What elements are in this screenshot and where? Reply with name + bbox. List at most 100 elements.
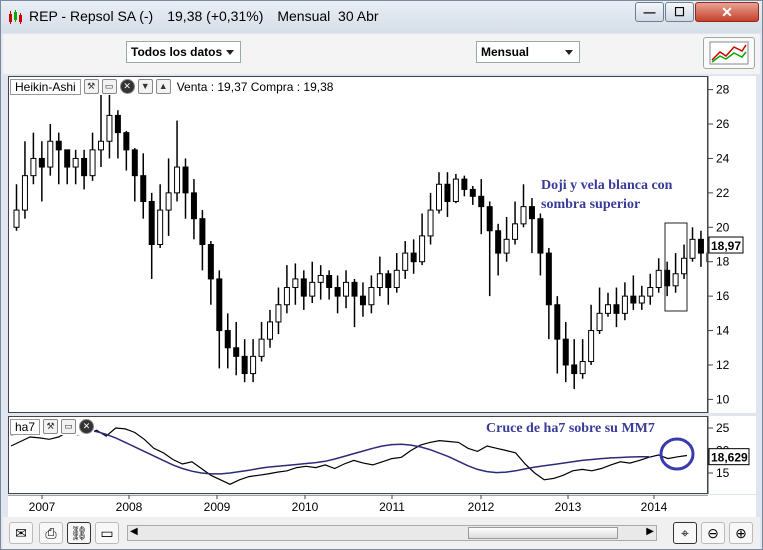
candle-up <box>689 238 696 259</box>
maximize-icon: ☐ <box>674 5 685 19</box>
candle-up <box>647 287 654 297</box>
zoom-in-button[interactable]: ⊕ <box>729 522 753 544</box>
candle-down <box>131 149 138 177</box>
candle-down <box>140 175 147 202</box>
wrench-icon[interactable]: ⚒ <box>83 79 99 94</box>
candle-down <box>326 274 333 289</box>
candle-up <box>681 257 688 275</box>
move-up-icon[interactable]: ▲ <box>155 79 171 94</box>
chart-type-button[interactable] <box>703 37 755 69</box>
title-price: 19,38 (+0,31%) <box>167 8 264 24</box>
candle-down <box>114 114 121 134</box>
ha7-last-value: 18,629 <box>711 451 748 465</box>
year-tick-label: 2007 <box>29 500 56 514</box>
maximize-button[interactable]: ☐ <box>665 2 694 22</box>
candle-down <box>148 200 155 246</box>
candle-up <box>106 114 113 142</box>
candle-down <box>38 157 45 168</box>
ha7-panel-header: ha7 ⚒ ▭ ✕ <box>10 418 95 435</box>
close-icon[interactable]: ✕ <box>79 419 95 434</box>
year-tick-label: 2008 <box>116 500 143 514</box>
bottom-toolbar: ✉ ⎙ ⛓ ▭ ◀ ▶ ⌖ ⊖ ⊕ <box>3 517 760 549</box>
price-tick-label: 10 <box>716 392 730 406</box>
candle-up <box>376 273 383 289</box>
candle-down <box>554 304 561 340</box>
candle-up <box>98 140 104 151</box>
mail-button[interactable]: ✉ <box>9 522 33 544</box>
title-period: Mensual 30 Abr <box>277 8 379 24</box>
scroll-left-icon[interactable]: ◀ <box>130 526 138 537</box>
candle-down <box>385 273 392 289</box>
ha7-axis-svg: 15202518,629 <box>707 416 750 494</box>
wrench-icon[interactable]: ⚒ <box>43 419 59 434</box>
candle-up <box>605 304 611 314</box>
window-icon[interactable]: ▭ <box>61 419 77 434</box>
price-tick-label: 22 <box>716 186 730 200</box>
candle-up <box>452 178 459 202</box>
price-tick-label: 18 <box>716 255 730 269</box>
zoom-in-icon: ⊕ <box>735 525 747 541</box>
last-price-value: 18,97 <box>711 239 741 253</box>
price-axis: 10 12 14 16 18 20 22 24 26 28 18,97 <box>707 76 756 413</box>
candle-up <box>368 287 375 306</box>
envelope-icon: ✉ <box>15 525 27 541</box>
candle-down <box>571 364 578 375</box>
period-value: Mensual <box>481 45 530 59</box>
candle-down <box>410 252 417 263</box>
ma7-series-line <box>10 429 649 475</box>
candlestick-app-icon <box>9 10 22 24</box>
scroll-right-icon[interactable]: ▶ <box>646 526 654 537</box>
candle-down <box>55 140 62 151</box>
period-select[interactable]: Mensual <box>476 41 580 63</box>
candle-up <box>174 166 181 194</box>
candle-up <box>72 157 79 168</box>
minimize-icon: — <box>643 5 656 19</box>
candle-down <box>478 195 485 208</box>
candle-up <box>579 361 586 375</box>
data-range-value: Todos los datos <box>131 45 223 59</box>
scrollbar-thumb[interactable] <box>468 527 618 539</box>
toolbar: Todos los datos Mensual <box>3 34 760 74</box>
data-range-select[interactable]: Todos los datos <box>126 41 241 63</box>
link-button[interactable]: ⛓ <box>67 522 91 544</box>
candle-up <box>393 269 400 289</box>
zoom-out-button[interactable]: ⊖ <box>701 522 725 544</box>
candle-down <box>545 252 552 306</box>
candle-down <box>64 149 71 168</box>
candle-down <box>461 178 468 190</box>
zoom-fit-icon: ⌖ <box>681 525 689 541</box>
candle-down <box>537 218 544 254</box>
window-button[interactable]: ▭ <box>95 522 119 544</box>
candle-up <box>621 295 628 314</box>
close-icon[interactable]: ✕ <box>119 79 135 94</box>
close-button[interactable]: ✕ <box>695 2 759 22</box>
candle-up <box>250 355 257 375</box>
year-tick-label: 2009 <box>204 500 231 514</box>
candle-up <box>47 140 54 168</box>
candle-up <box>503 238 510 254</box>
candle-up <box>275 304 282 323</box>
candle-up <box>343 281 350 297</box>
price-panel[interactable]: Heikin-Ashi ⚒ ▭ ✕ ▼ ▲ Venta : 19,37 Comp… <box>8 76 708 413</box>
window-icon[interactable]: ▭ <box>101 79 117 94</box>
zoom-fit-button[interactable]: ⌖ <box>673 522 697 544</box>
candle-down <box>630 295 637 304</box>
minimize-button[interactable]: — <box>635 2 664 22</box>
crossover-highlight-circle <box>659 437 695 471</box>
candle-down <box>444 183 451 202</box>
print-button[interactable]: ⎙ <box>39 522 63 544</box>
window-icon: ▭ <box>100 525 114 541</box>
candle-up <box>13 209 20 228</box>
candle-down <box>199 218 206 245</box>
ha7-panel[interactable]: ha7 ⚒ ▭ ✕ Cruce de ha7 sobre su MM7 <box>8 416 708 494</box>
move-down-icon[interactable]: ▼ <box>137 79 153 94</box>
candle-up <box>520 206 527 225</box>
candle-down <box>697 238 704 254</box>
crossover-annotation: Cruce de ha7 sobre su MM7 <box>486 421 655 436</box>
horizontal-scrollbar[interactable]: ◀ ▶ <box>127 525 657 541</box>
price-tick-label: 14 <box>716 324 730 338</box>
candle-up <box>512 223 519 240</box>
year-tick-label: 2014 <box>641 500 668 514</box>
highlight-box <box>664 222 688 312</box>
